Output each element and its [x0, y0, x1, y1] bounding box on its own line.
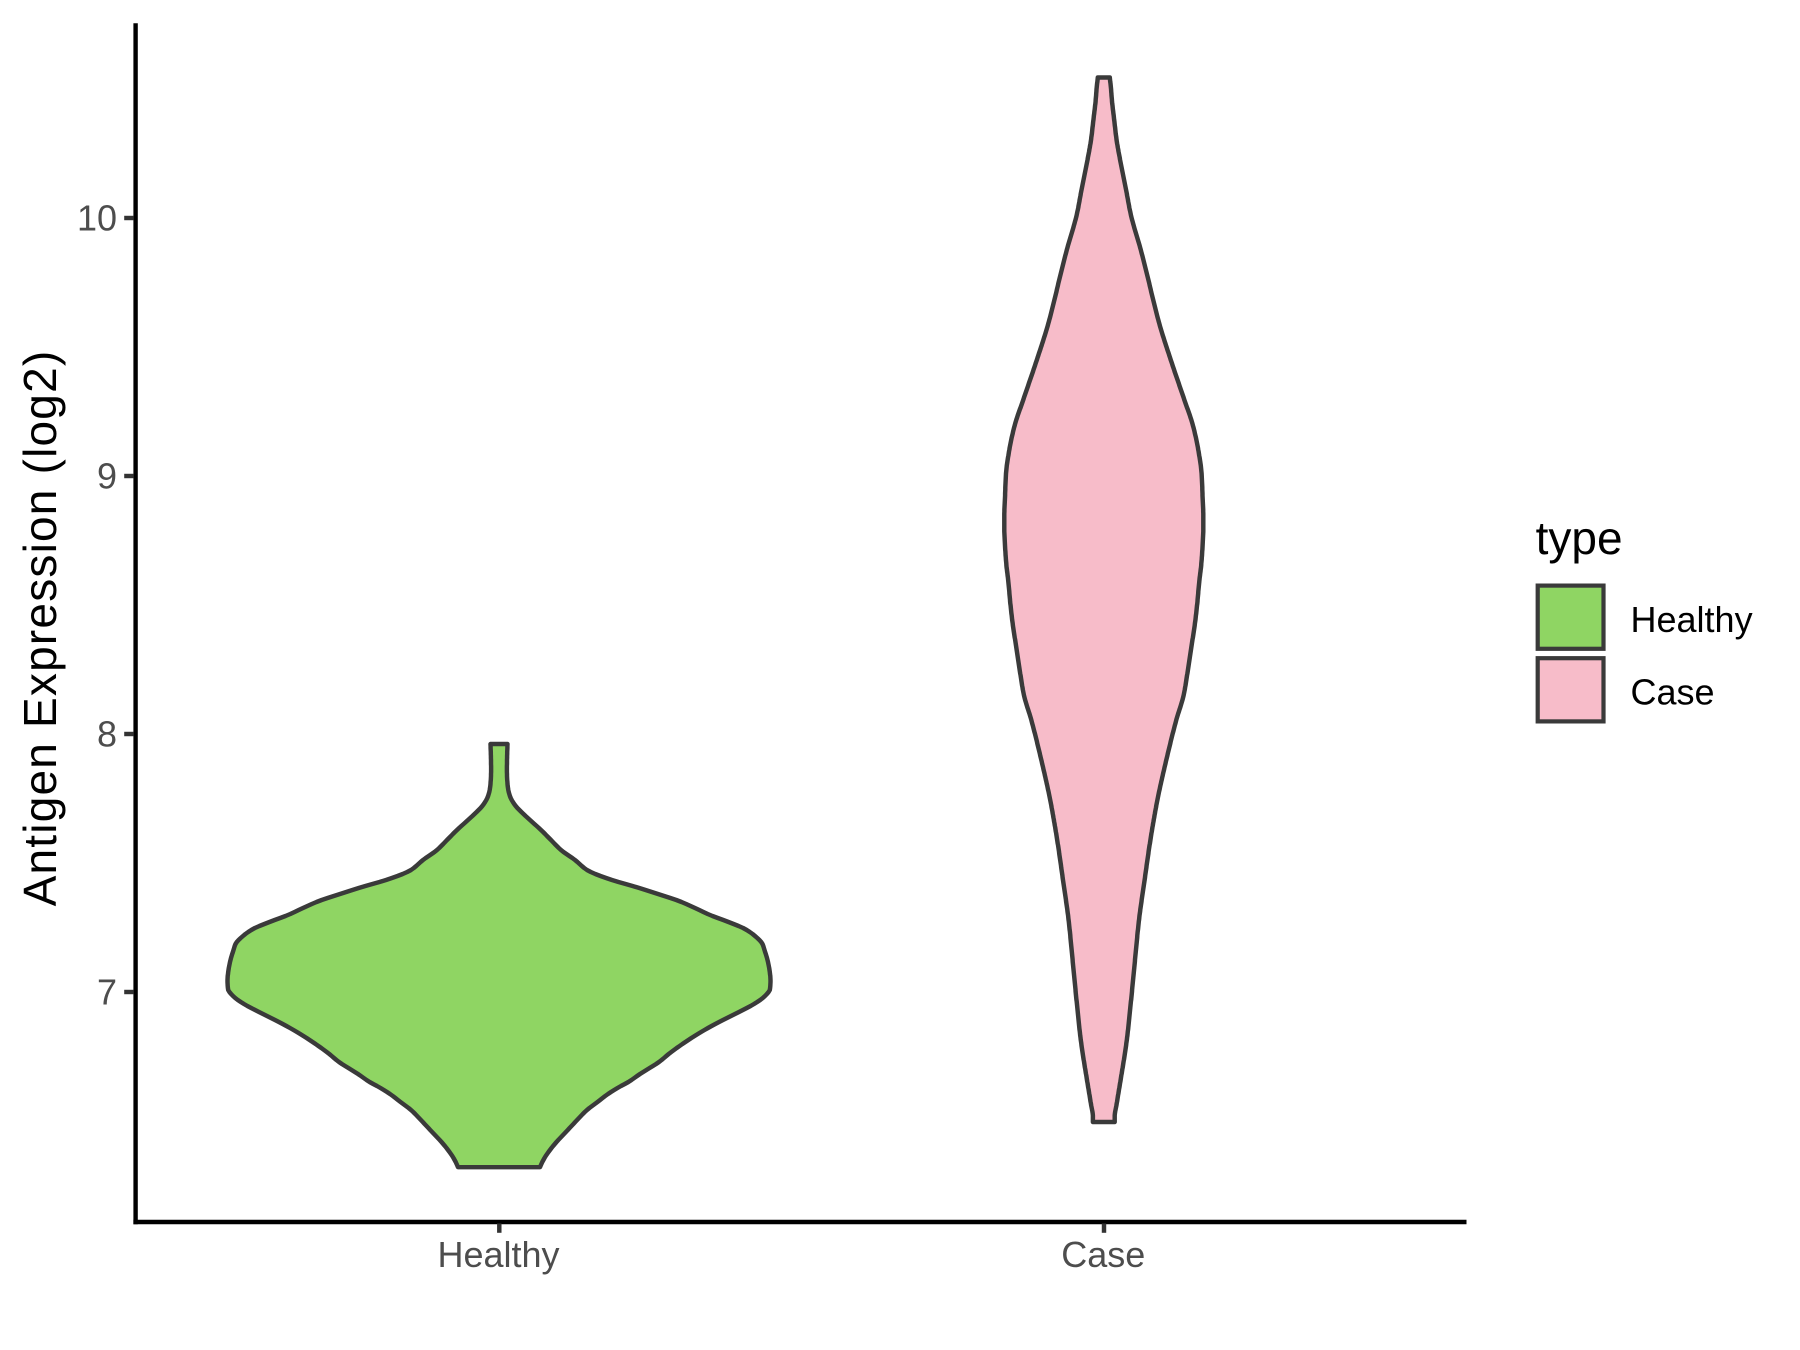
svg-text:type: type — [1536, 512, 1623, 564]
svg-text:Case: Case — [1061, 1234, 1145, 1275]
svg-text:Antigen Expression (log2): Antigen Expression (log2) — [14, 350, 66, 907]
svg-text:Healthy: Healthy — [1631, 599, 1753, 640]
svg-text:9: 9 — [97, 456, 117, 497]
svg-text:8: 8 — [97, 714, 117, 755]
svg-text:7: 7 — [97, 972, 117, 1013]
svg-text:Case: Case — [1631, 672, 1715, 713]
svg-text:10: 10 — [77, 198, 117, 239]
svg-text:Healthy: Healthy — [437, 1234, 559, 1275]
